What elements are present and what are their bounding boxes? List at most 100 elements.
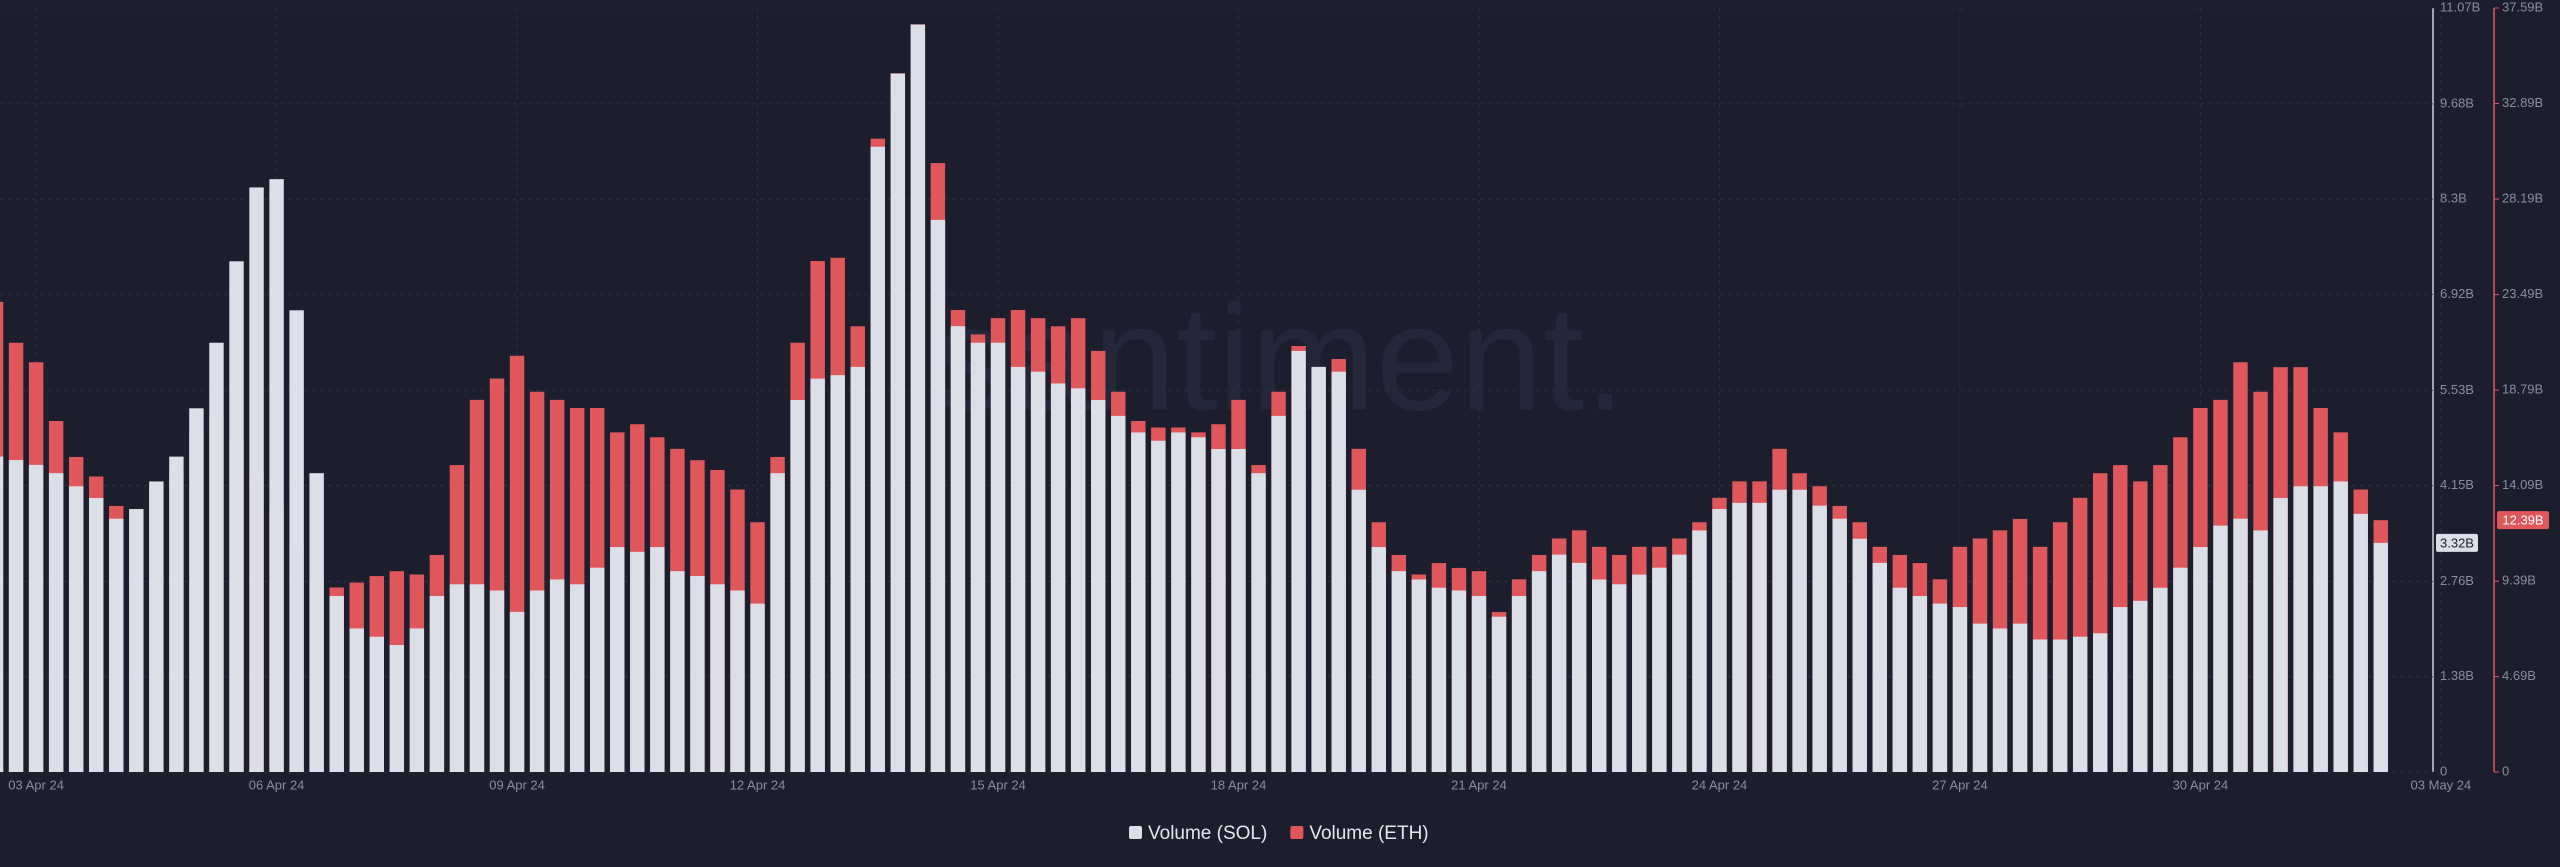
y-tick-label: 1.38B [2440, 668, 2474, 683]
y2-tick-label: 28.19B [2502, 190, 2543, 205]
x-tick-label: 03 May 24 [2411, 777, 2472, 792]
bar [1632, 574, 1647, 772]
bar [1972, 623, 1988, 772]
bar [2233, 518, 2248, 772]
bar [1772, 489, 1787, 772]
bar [449, 584, 465, 772]
bar [8, 460, 24, 772]
bar [1291, 351, 1306, 772]
bar [970, 342, 986, 772]
bar [2253, 530, 2268, 772]
bar [750, 603, 765, 772]
bar [68, 486, 84, 772]
bar [489, 590, 505, 772]
bar [630, 551, 645, 772]
bar [2293, 486, 2308, 772]
legend-label: Volume (ETH) [1309, 823, 1428, 844]
x-tick-label: 03 Apr 24 [8, 777, 64, 792]
bar [209, 342, 224, 772]
bar [670, 571, 685, 772]
bar [109, 518, 124, 772]
bar [2052, 639, 2068, 772]
bar [770, 473, 785, 772]
bar [1551, 554, 1567, 772]
bar [309, 473, 324, 772]
value-tag [2497, 511, 2549, 530]
bar [129, 509, 144, 772]
bar [569, 584, 585, 772]
bar [810, 378, 825, 772]
bar [1852, 538, 1867, 772]
y-tick-label: 8.3B [2440, 191, 2467, 206]
bar [890, 73, 906, 773]
bar [610, 547, 625, 772]
bar [2032, 639, 2048, 772]
bar [1391, 571, 1407, 772]
bar [289, 310, 304, 772]
bar [2273, 498, 2288, 772]
bar [2012, 623, 2028, 772]
bar [1471, 596, 1487, 772]
value-tag-label: 12.39B [2502, 513, 2543, 528]
y-tick-label: 5.53B [2440, 382, 2474, 397]
bar [2213, 525, 2228, 772]
bar [1371, 547, 1386, 772]
bar [2353, 513, 2368, 772]
bar [1892, 587, 1908, 772]
legend-swatch [1129, 826, 1142, 839]
y-tick-label: 4.15B [2440, 477, 2474, 492]
y-tick-label: 6.92B [2440, 286, 2474, 301]
x-tick-label: 06 Apr 24 [249, 777, 305, 792]
bar [950, 326, 966, 772]
bar [1411, 579, 1427, 772]
x-tick-label: 18 Apr 24 [1211, 777, 1267, 792]
bar [529, 590, 545, 772]
bar [1652, 567, 1667, 772]
bar [2113, 607, 2128, 772]
bar [1792, 489, 1807, 772]
bar [1331, 371, 1346, 772]
x-tick-label: 15 Apr 24 [970, 777, 1026, 792]
series-bars [0, 24, 2388, 773]
bar [1030, 371, 1046, 772]
bar [1932, 603, 1948, 772]
bar [1050, 383, 1066, 772]
bar [590, 567, 605, 772]
bar [2133, 600, 2148, 772]
bar [1912, 596, 1928, 772]
bar [1872, 562, 1887, 772]
bar [429, 596, 445, 772]
y2-tick-label: 4.69B [2502, 668, 2536, 683]
bar [1612, 584, 1627, 772]
bar [2093, 633, 2108, 772]
bar [329, 596, 344, 772]
bar [830, 375, 845, 772]
bar [1992, 628, 2008, 772]
bar [189, 408, 204, 772]
bar [930, 219, 946, 773]
bar [249, 187, 264, 772]
bar [1151, 440, 1166, 772]
bar [1812, 505, 1827, 772]
y2-tick-label: 14.09B [2502, 477, 2543, 492]
bar [48, 473, 64, 772]
bar [910, 24, 926, 773]
bar [1311, 366, 1326, 772]
bar [1592, 579, 1607, 772]
bar [1271, 415, 1286, 772]
x-tick-label: 12 Apr 24 [730, 777, 786, 792]
y2-tick-label: 9.39B [2502, 573, 2536, 588]
bar [2153, 587, 2168, 772]
bar [469, 584, 485, 772]
bar [89, 498, 104, 772]
bar [870, 146, 885, 772]
legend-label: Volume (SOL) [1148, 823, 1267, 844]
bar [1491, 616, 1507, 772]
bar [1672, 554, 1687, 772]
bar [269, 179, 284, 772]
x-tick-label: 09 Apr 24 [489, 777, 545, 792]
value-tag-label: 3.32B [2440, 535, 2474, 550]
bar [1191, 437, 1206, 772]
y2-tick-label: 18.79B [2502, 382, 2543, 397]
